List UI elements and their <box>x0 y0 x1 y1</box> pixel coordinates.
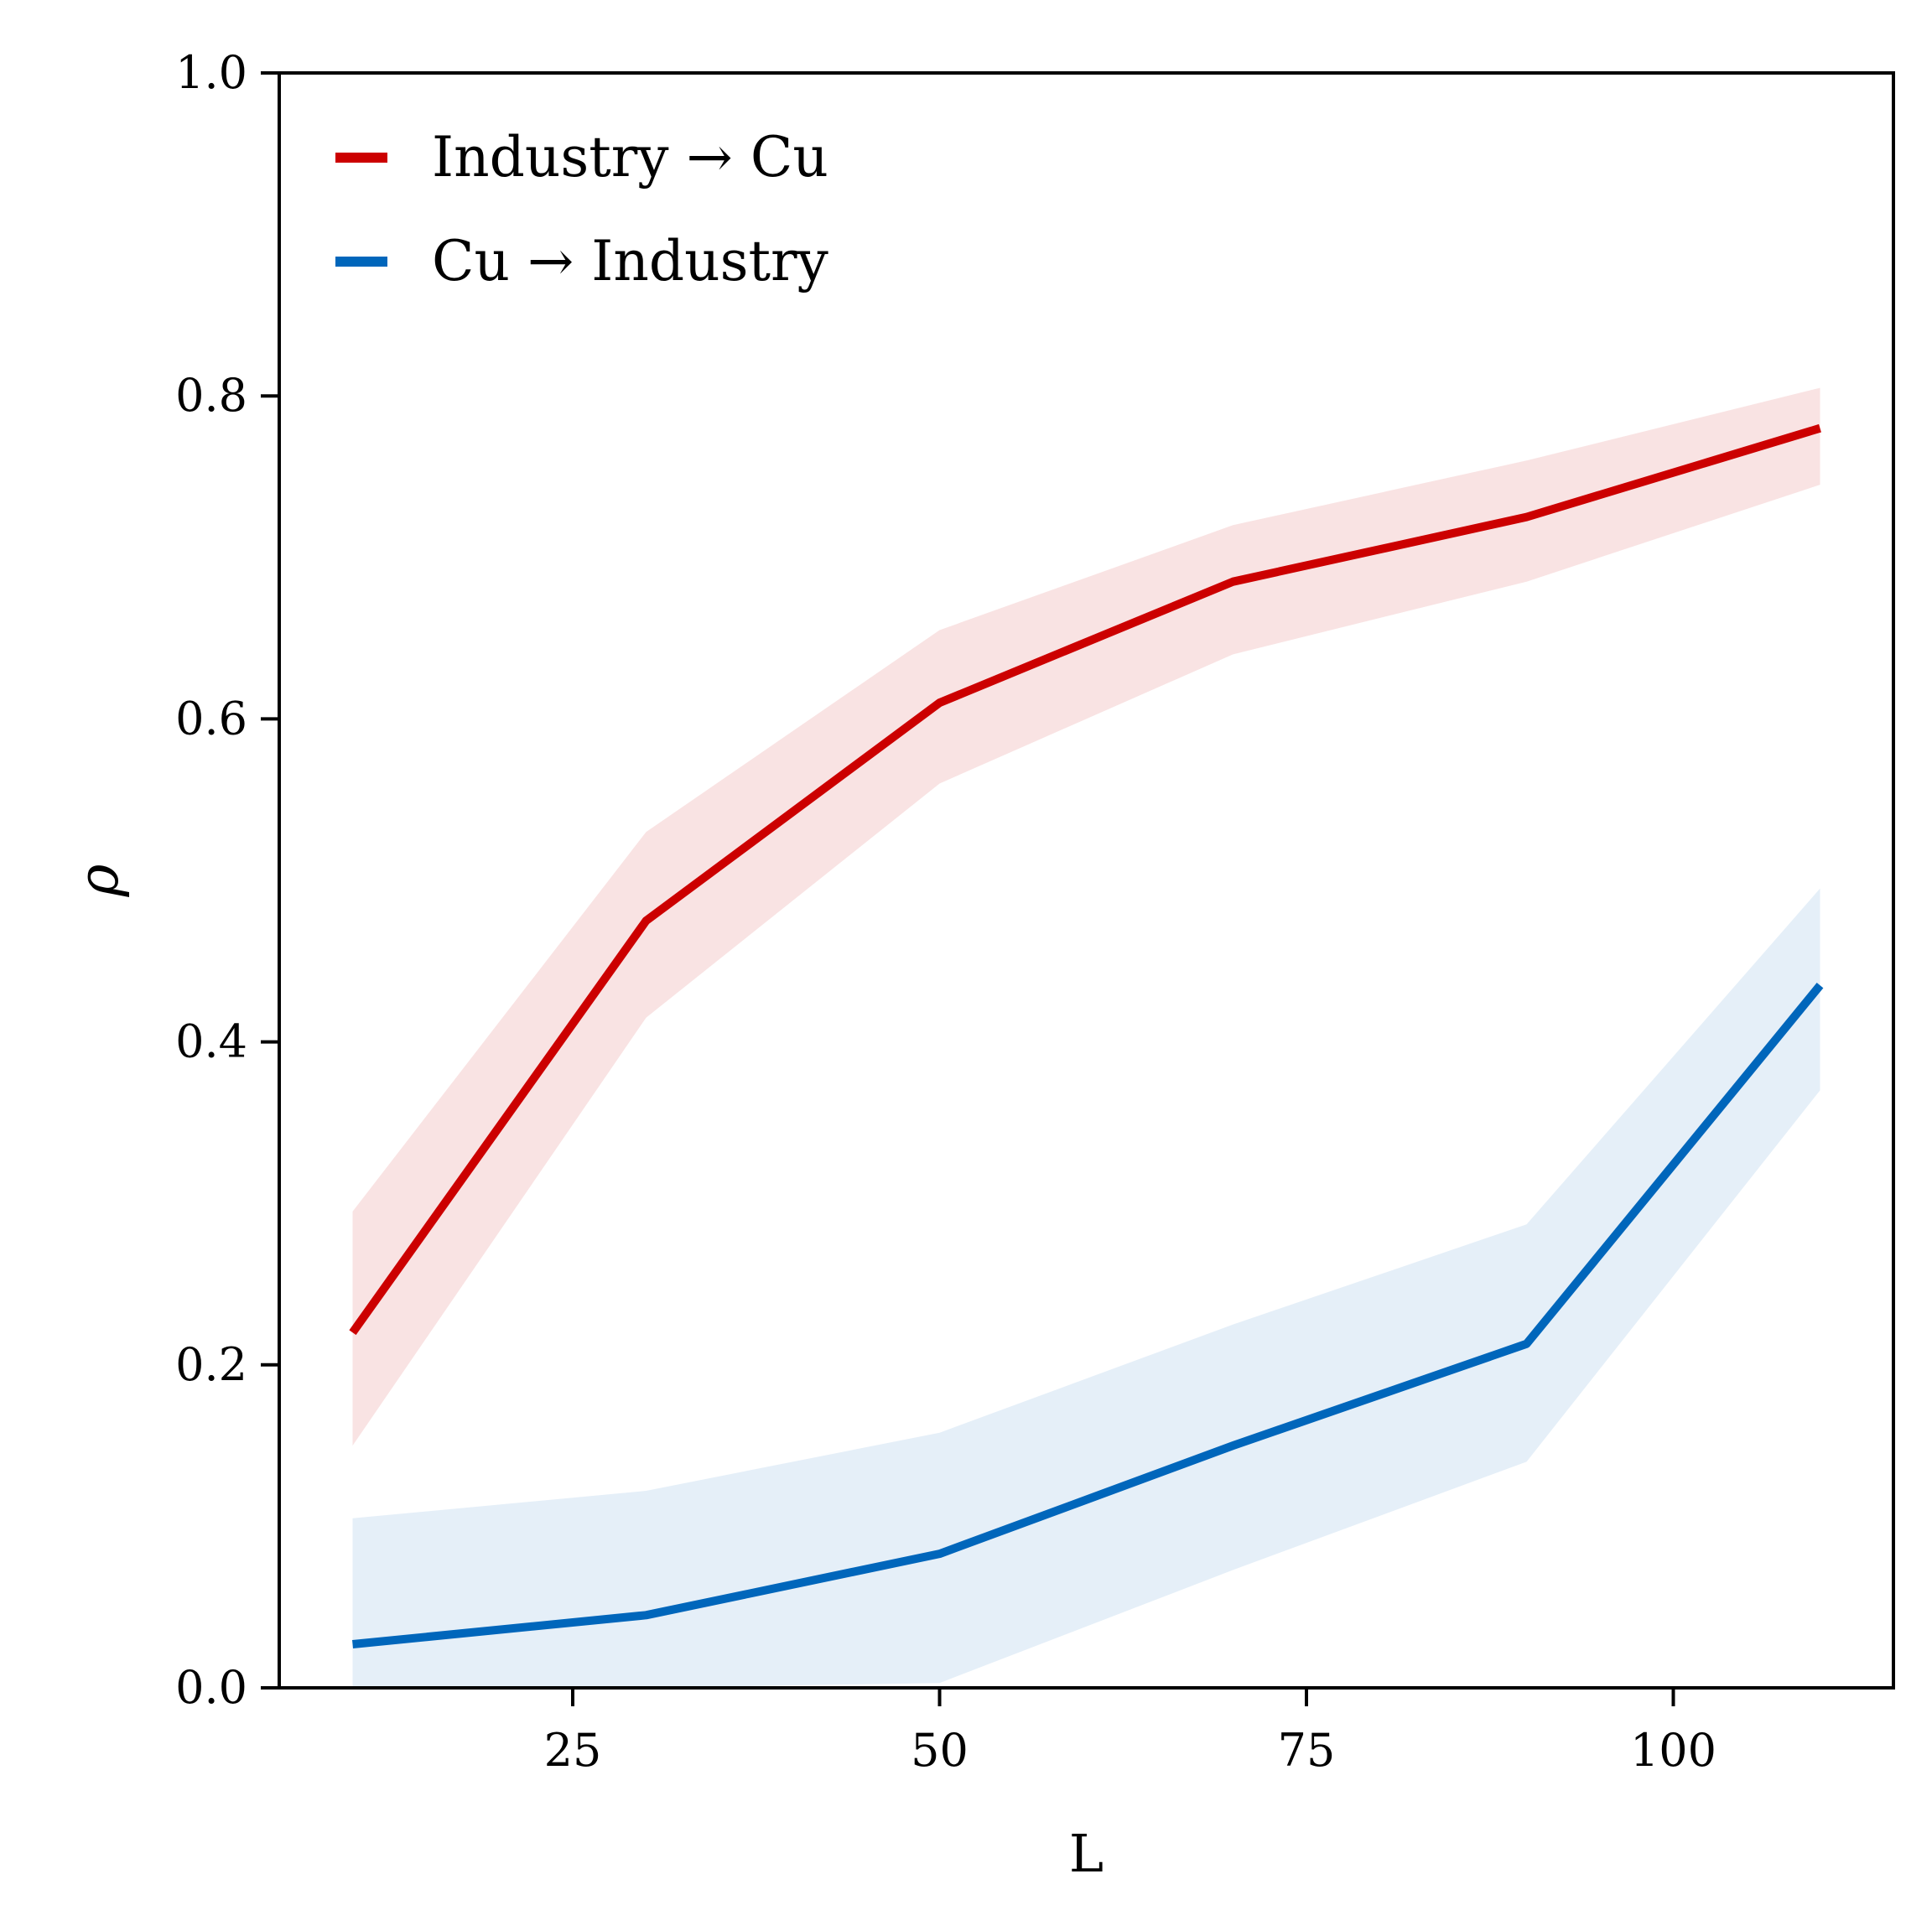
confidence-bands <box>352 387 1820 1688</box>
series-2-line <box>352 983 1824 1648</box>
y-tick-label: 0.8 <box>175 369 247 422</box>
y-tick-label: 0.2 <box>175 1338 247 1391</box>
x-axis: 25 50 75 100 <box>544 1688 1716 1777</box>
y-axis-label: ρ <box>66 864 131 897</box>
x-tick-label: 50 <box>911 1724 969 1777</box>
legend: Industry → Cu Cu → Industry <box>335 125 829 293</box>
x-tick-label: 75 <box>1278 1724 1336 1777</box>
x-tick-label: 25 <box>544 1724 602 1777</box>
series-lines <box>349 423 1824 1648</box>
plot-frame <box>278 71 1895 1690</box>
y-tick-label: 0.6 <box>175 692 247 745</box>
x-tick-label: 100 <box>1630 1724 1716 1777</box>
y-tick-label: 0.0 <box>175 1661 247 1714</box>
series-1-line <box>349 423 1821 1336</box>
y-tick-label: 0.4 <box>175 1015 247 1068</box>
series-2-band <box>352 888 1820 1688</box>
legend-label-1: Industry → Cu <box>432 125 828 189</box>
x-axis-label: L <box>1069 1823 1104 1884</box>
legend-label-2: Cu → Industry <box>432 229 829 293</box>
y-axis: 0.0 0.2 0.4 0.6 0.8 1.0 <box>175 46 279 1714</box>
y-tick-label: 1.0 <box>175 46 247 99</box>
